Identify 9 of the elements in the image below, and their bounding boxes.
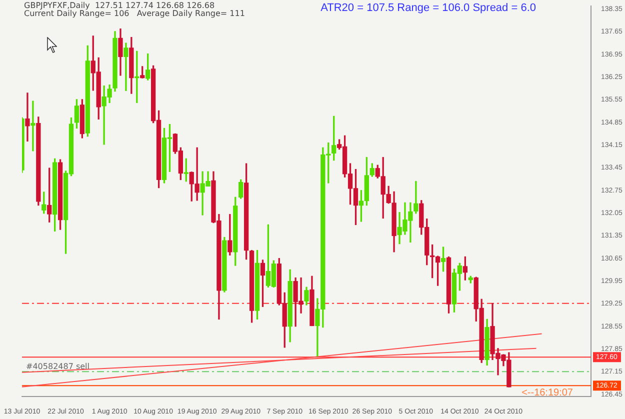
candlestick — [25, 92, 30, 142]
text: Current Daily Range= 106 Average Daily Range= 111 — [24, 9, 245, 18]
annotation: <--16:19:07 — [522, 387, 574, 398]
candlestick — [414, 181, 418, 214]
candlestick — [30, 100, 36, 152]
chart-title: GBPJPYFXF,Daily 127.51 127.74 126.68 126.68 — [24, 1, 215, 10]
candlestick — [124, 42, 128, 92]
ref-line-label: #40582487 sell — [26, 362, 90, 371]
annotation: ATR20 = 107.5 Range = 106.0 Spread = 6.0 — [320, 2, 536, 14]
